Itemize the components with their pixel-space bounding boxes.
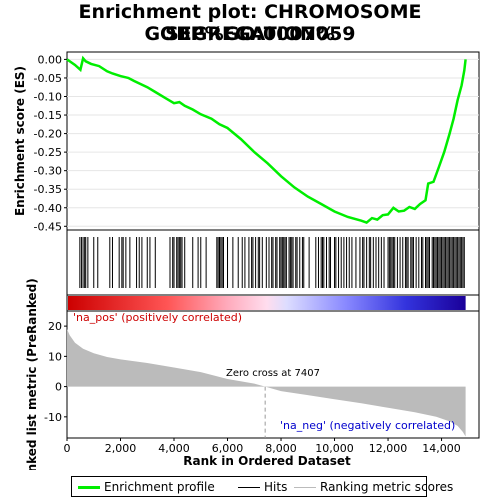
legend-metric-swatch: [294, 487, 316, 488]
metric-y-tick-label: -10: [44, 411, 62, 424]
positive-correlation-label: 'na_pos' (positively correlated): [73, 311, 242, 324]
metric-y-tick-label: 10: [48, 350, 62, 363]
es-y-tick-label: -0.40: [34, 202, 62, 215]
x-tick-label: 12,000: [369, 442, 408, 455]
es-y-tick-label: 0.00: [38, 53, 63, 66]
legend-enrichment-label: Enrichment profile: [104, 480, 215, 494]
chart-title-line1: Enrichment plot: CHROMOSOME SEGREGATION%: [78, 1, 422, 45]
ranking-metric-area: [67, 329, 466, 437]
legend-item-enrichment: Enrichment profile: [78, 480, 215, 494]
enrichment-profile-line: [66, 55, 467, 225]
legend-enrichment-swatch: [78, 486, 100, 489]
rank-colorbar: [68, 296, 466, 310]
es-y-ticks: 0.00 -0.05 -0.10 -0.15 -0.20 -0.25 -0.30 -0.35 -…: [34, 53, 67, 233]
x-tick-label: 10,000: [315, 442, 354, 455]
chart-title-line2: GOBP%GO:0007059: [144, 23, 356, 45]
es-y-tick-label: -0.10: [34, 91, 62, 104]
legend-metric-label: Ranking metric scores: [320, 480, 454, 494]
legend-hits-swatch: [238, 487, 260, 488]
es-y-tick-label: -0.05: [34, 72, 62, 85]
legend: Enrichment profile Hits Ranking metric s…: [71, 476, 453, 497]
x-tick-label: 0: [64, 442, 71, 455]
es-y-tick-label: -0.20: [34, 128, 62, 141]
x-tick-label: 4,000: [158, 442, 190, 455]
x-tick-label: 14,000: [422, 442, 461, 455]
legend-item-hits: Hits: [238, 480, 287, 494]
metric-y-tick-label: 0: [55, 381, 62, 394]
x-tick-label: 2,000: [105, 442, 137, 455]
enrichment-plot-figure: 0.00 -0.05 -0.10 -0.15 -0.20 -0.25 -0.30 -0.35 -…: [13, 51, 480, 470]
es-y-tick-label: -0.25: [34, 146, 62, 159]
es-y-tick-label: -0.35: [34, 183, 62, 196]
negative-correlation-label: 'na_neg' (negatively correlated): [280, 419, 455, 432]
metric-y-axis-label: Ranked list metric (PreRanked): [25, 278, 39, 470]
x-axis-label: Rank in Ordered Dataset: [183, 454, 351, 468]
metric-y-tick-label: 20: [48, 320, 62, 333]
es-y-tick-label: -0.30: [34, 165, 62, 178]
x-tick-label: 6,000: [212, 442, 244, 455]
legend-item-metric: Ranking metric scores: [294, 480, 453, 494]
hit-marks: [79, 237, 465, 288]
metric-y-ticks: 20 10 0 -10: [44, 320, 67, 424]
es-y-tick-label: -0.45: [34, 220, 62, 233]
x-tick-label: 8,000: [265, 442, 297, 455]
es-y-tick-label: -0.15: [34, 109, 62, 122]
es-y-axis-label: Enrichment score (ES): [13, 66, 27, 216]
zero-cross-label: Zero cross at 7407: [226, 368, 320, 379]
legend-hits-label: Hits: [264, 480, 288, 494]
x-ticks: 0 2,000 4,000 6,000 8,000 10,000 12,000 14,000: [64, 438, 461, 455]
